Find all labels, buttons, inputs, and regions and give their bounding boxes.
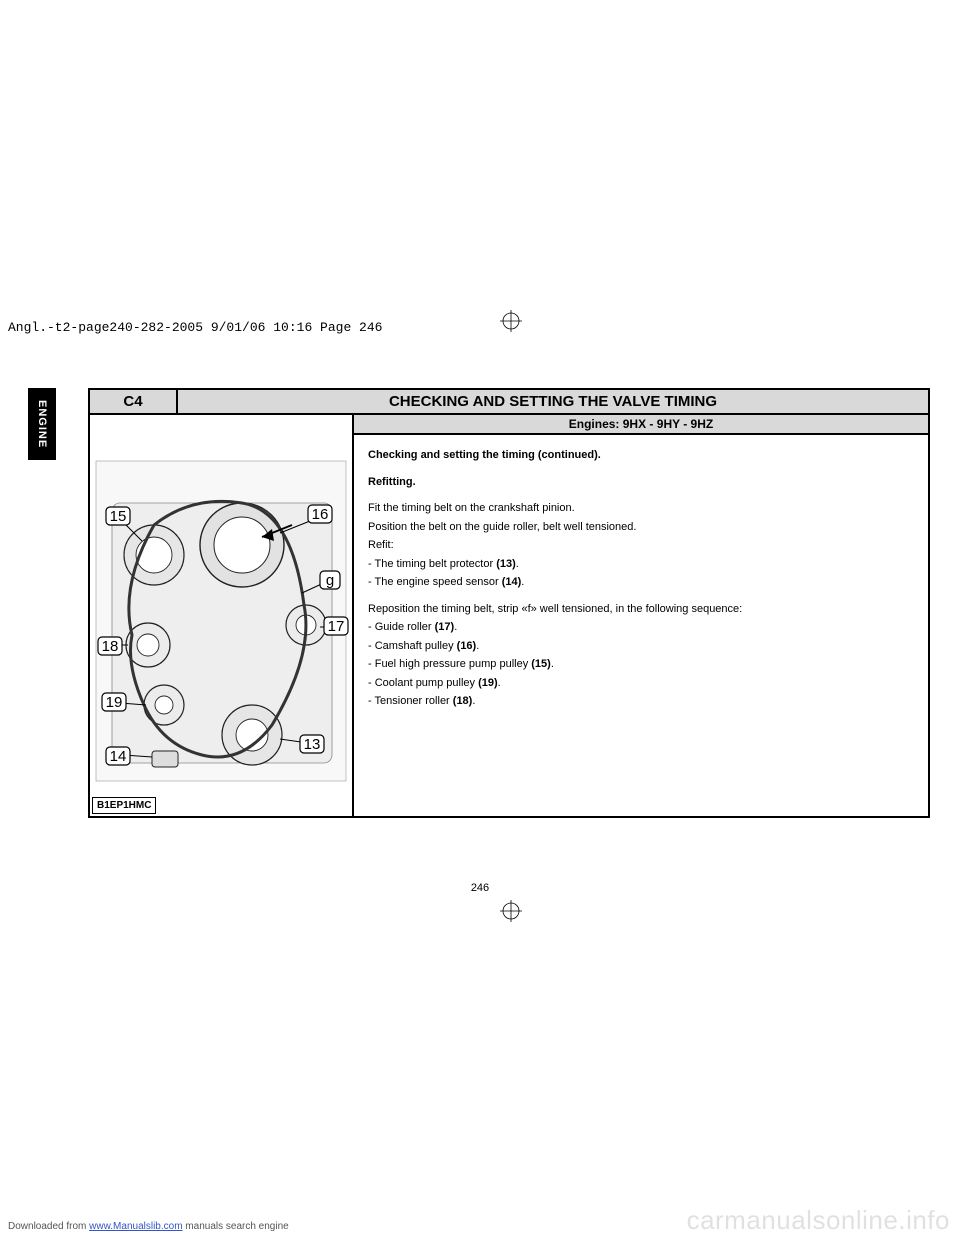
bullet-13: - The timing belt protector (13).	[368, 556, 914, 573]
svg-text:16: 16	[312, 506, 329, 523]
svg-text:14: 14	[110, 748, 127, 765]
svg-text:19: 19	[106, 694, 123, 711]
header-row: C4 CHECKING AND SETTING THE VALVE TIMING	[90, 390, 928, 415]
side-tab-engine: ENGINE	[28, 388, 56, 460]
crop-mark-bottom	[500, 900, 522, 922]
svg-text:17: 17	[328, 618, 345, 635]
footer-link[interactable]: www.Manualslib.com	[89, 1221, 182, 1232]
body-text: Checking and setting the timing (continu…	[354, 435, 928, 752]
svg-text:13: 13	[304, 736, 321, 753]
para1-line1: Fit the timing belt on the crankshaft pi…	[368, 500, 914, 517]
section-heading: Checking and setting the timing (continu…	[368, 449, 601, 461]
watermark: carmanualsonline.info	[687, 1205, 950, 1236]
page-frame: C4 CHECKING AND SETTING THE VALVE TIMING	[88, 388, 930, 818]
para1-line2: Position the belt on the guide roller, b…	[368, 519, 914, 536]
page-number: 246	[0, 882, 960, 894]
diagram-cell: 15 16 g 17 18	[90, 415, 354, 816]
para1-line3: Refit:	[368, 537, 914, 554]
seq-17: - Guide roller (17).	[368, 619, 914, 636]
svg-text:18: 18	[102, 638, 119, 655]
footer: Downloaded from www.Manualslib.com manua…	[8, 1221, 289, 1232]
print-header: Angl.-t2-page240-282-2005 9/01/06 10:16 …	[8, 320, 382, 335]
engines-bar: Engines: 9HX - 9HY - 9HZ	[354, 415, 928, 435]
svg-text:15: 15	[110, 508, 127, 525]
bullet-14: - The engine speed sensor (14).	[368, 574, 914, 591]
seq-16: - Camshaft pulley (16).	[368, 638, 914, 655]
footer-suffix: manuals search engine	[183, 1221, 289, 1232]
doc-code-cell: C4	[90, 390, 178, 415]
crop-mark-top	[500, 310, 522, 332]
subheading: Refitting.	[368, 476, 416, 488]
seq-18: - Tensioner roller (18).	[368, 693, 914, 710]
content-row: 15 16 g 17 18	[90, 415, 928, 816]
engine-diagram: 15 16 g 17 18	[90, 415, 352, 795]
image-code: B1EP1HMC	[92, 797, 156, 814]
seq-19: - Coolant pump pulley (19).	[368, 675, 914, 692]
text-cell: Engines: 9HX - 9HY - 9HZ Checking and se…	[354, 415, 928, 816]
page-title: CHECKING AND SETTING THE VALVE TIMING	[178, 390, 928, 415]
para2: Reposition the timing belt, strip «f» we…	[368, 601, 914, 618]
footer-prefix: Downloaded from	[8, 1221, 89, 1232]
svg-text:g: g	[326, 572, 334, 589]
seq-15: - Fuel high pressure pump pulley (15).	[368, 656, 914, 673]
